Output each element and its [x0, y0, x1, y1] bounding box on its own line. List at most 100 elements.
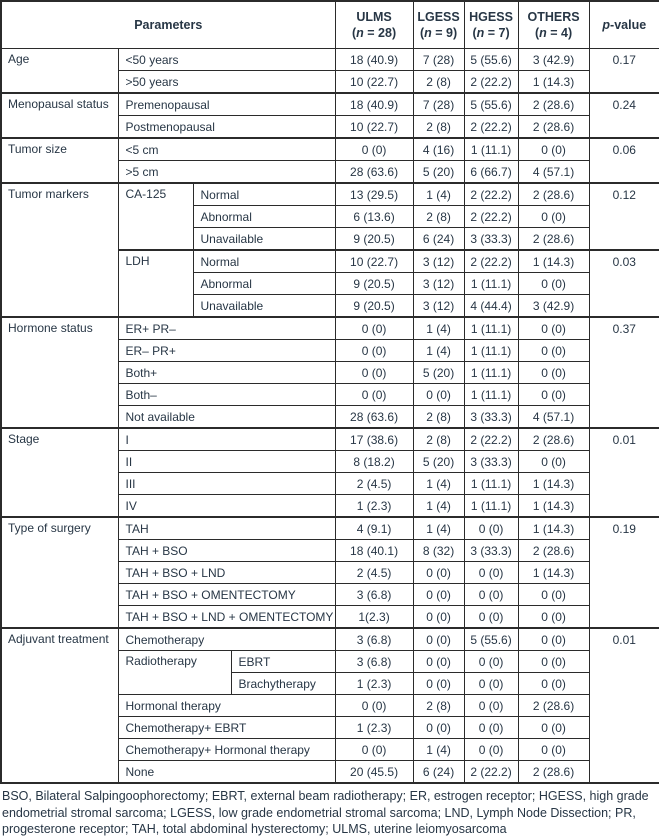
param-sub-cell: TAH + BSO	[117, 539, 336, 562]
value-cell: 4 (57.1)	[517, 405, 590, 429]
param-sub-cell: Chemotherapy+ EBRT	[117, 716, 336, 739]
value-cell: 10 (22.7)	[334, 70, 414, 94]
table-row: Abnormal 6 (13.6) 2 (8) 2 (22.2) 0 (0)	[1, 205, 659, 228]
value-cell: 3 (33.3)	[463, 227, 519, 251]
value-cell: 2 (28.6)	[517, 694, 590, 717]
value-cell: 3 (12)	[412, 272, 465, 295]
value-cell: 2 (28.6)	[517, 427, 590, 451]
value-cell: 2 (22.2)	[463, 115, 519, 139]
value-cell: 0 (0)	[334, 339, 414, 362]
value-cell: 9 (20.5)	[334, 227, 414, 251]
value-cell: 0 (0)	[517, 738, 590, 761]
value-cell: 2 (8)	[412, 427, 465, 451]
param-group-cell: Type of surgery	[0, 516, 119, 629]
value-cell: 1 (14.3)	[517, 472, 590, 495]
value-cell: 1 (11.1)	[463, 339, 519, 362]
value-cell: 3 (33.3)	[463, 450, 519, 473]
table-row: Unavailable 9 (20.5) 6 (24) 3 (33.3) 2 (28.6…	[1, 227, 659, 251]
table-row: Unavailable 9 (20.5) 3 (12) 4 (44.4) 3 (42.9…	[1, 294, 659, 318]
value-cell: 2 (8)	[412, 405, 465, 429]
param-sub-cell: >5 cm	[117, 160, 336, 184]
value-cell: 3 (12)	[412, 249, 465, 273]
value-cell: 18 (40.9)	[334, 92, 414, 116]
value-cell: 1 (4)	[412, 316, 465, 340]
value-cell: 1 (2.3)	[334, 716, 414, 739]
value-cell: 0 (0)	[517, 450, 590, 473]
param-sub-cell: Abnormal	[192, 272, 336, 295]
value-cell: 1 (11.1)	[463, 494, 519, 518]
value-cell: 5 (20)	[412, 361, 465, 384]
value-cell: 0 (0)	[517, 137, 590, 161]
value-cell: 1 (2.3)	[334, 494, 414, 518]
value-cell: 1 (4)	[412, 494, 465, 518]
value-cell: 1 (4)	[412, 339, 465, 362]
param-sub-cell: II	[117, 450, 336, 473]
value-cell: 2 (22.2)	[463, 70, 519, 94]
value-cell: 3 (33.3)	[463, 405, 519, 429]
value-cell: 2 (28.6)	[517, 182, 590, 206]
value-cell: 2 (4.5)	[334, 472, 414, 495]
param-sub-cell: III	[117, 472, 336, 495]
value-cell: 1 (11.1)	[463, 316, 519, 340]
value-cell: 1 (11.1)	[463, 472, 519, 495]
value-cell: 0 (0)	[463, 650, 519, 673]
value-cell: 28 (63.6)	[334, 405, 414, 429]
param-group-cell: Tumor markers	[0, 182, 119, 318]
value-cell: 1 (11.1)	[463, 137, 519, 161]
table-row: III 2 (4.5) 1 (4) 1 (11.1) 1 (14.3)	[1, 472, 659, 495]
value-cell: 2 (4.5)	[334, 561, 414, 584]
header-parameters: Parameters	[0, 0, 336, 49]
param-sub-cell: Brachytherapy	[230, 672, 336, 695]
p-value-cell: 0.01	[588, 427, 659, 518]
param-group-cell: Stage	[0, 427, 119, 518]
table-row: >5 cm 28 (63.6) 5 (20) 6 (66.7) 4 (57.1)	[1, 160, 659, 184]
value-cell: 2 (8)	[412, 115, 465, 139]
param-sub-cell: TAH + BSO + OMENTECTOMY	[117, 583, 336, 606]
value-cell: 6 (13.6)	[334, 205, 414, 228]
table-row: Both– 0 (0) 0 (0) 1 (11.1) 0 (0)	[1, 383, 659, 406]
value-cell: 2 (22.2)	[463, 182, 519, 206]
value-cell: 0 (0)	[334, 361, 414, 384]
table-row: IV 1 (2.3) 1 (4) 1 (11.1) 1 (14.3)	[1, 494, 659, 518]
value-cell: 0 (0)	[334, 137, 414, 161]
header-col-hgess: HGESS (n = 7)	[463, 0, 519, 49]
value-cell: 5 (20)	[412, 450, 465, 473]
param-group-cell: Menopausal status	[0, 92, 119, 139]
param-sub-cell: TAH	[117, 516, 336, 540]
value-cell: 0 (0)	[334, 694, 414, 717]
value-cell: 7 (28)	[412, 48, 465, 71]
value-cell: 0 (0)	[463, 583, 519, 606]
param-sub-cell: ER– PR+	[117, 339, 336, 362]
value-cell: 0 (0)	[517, 383, 590, 406]
value-cell: 0 (0)	[412, 672, 465, 695]
value-cell: 3 (42.9)	[517, 294, 590, 318]
value-cell: 0 (0)	[517, 672, 590, 695]
value-cell: 6 (24)	[412, 760, 465, 784]
value-cell: 5 (55.6)	[463, 627, 519, 651]
param-sub-cell: TAH + BSO + LND	[117, 561, 336, 584]
value-cell: 0 (0)	[334, 738, 414, 761]
table-row: Radiotherapy EBRT 3 (6.8) 0 (0) 0 (0) 0 (0)	[1, 650, 659, 695]
value-cell: 3 (6.8)	[334, 583, 414, 606]
value-cell: 0 (0)	[463, 738, 519, 761]
value-cell: 0 (0)	[517, 272, 590, 295]
value-cell: 7 (28)	[412, 92, 465, 116]
p-value-cell: 0.01	[588, 627, 659, 784]
value-cell: 0 (0)	[463, 694, 519, 717]
table-row: Type of surgery TAH 4 (9.1) 1 (4) 0 (0) 1 (14…	[0, 516, 659, 629]
value-cell: 1 (14.3)	[517, 249, 590, 273]
value-cell: 1 (14.3)	[517, 561, 590, 584]
table-row: Postmenopausal 10 (22.7) 2 (8) 2 (22.2) 2 (2…	[1, 115, 659, 139]
table-row: Not available 28 (63.6) 2 (8) 3 (33.3) 4 (57…	[1, 405, 659, 429]
param-sub-cell: Chemotherapy+ Hormonal therapy	[117, 738, 336, 761]
param-sub-cell: Radiotherapy	[117, 650, 232, 695]
value-cell: 28 (63.6)	[334, 160, 414, 184]
value-cell: 10 (22.7)	[334, 115, 414, 139]
header-col-others: OTHERS (n = 4)	[517, 0, 590, 49]
value-cell: 0 (0)	[517, 627, 590, 651]
param-sub-cell: Not available	[117, 405, 336, 429]
value-cell: 2 (28.6)	[517, 115, 590, 139]
value-cell: 5 (20)	[412, 160, 465, 184]
param-sub-cell: Hormonal therapy	[117, 694, 336, 717]
value-cell: 0 (0)	[412, 650, 465, 673]
